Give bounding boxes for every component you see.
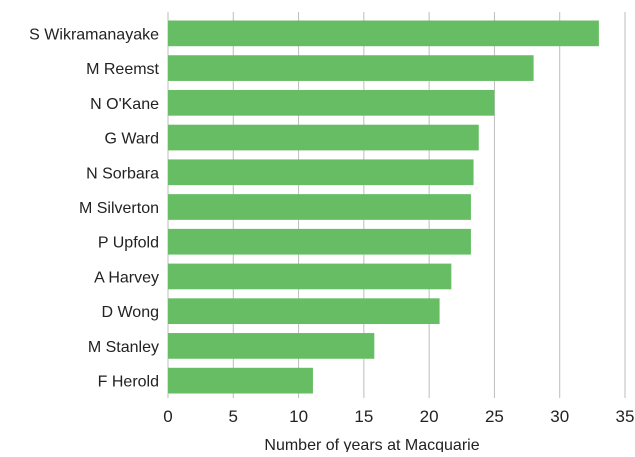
bar (168, 263, 452, 290)
bars (168, 20, 599, 394)
category-label: M Stanley (88, 339, 159, 356)
category-label: N O'Kane (90, 96, 159, 113)
x-axis-title: Number of years at Macquarie (264, 437, 479, 452)
category-label: G Ward (104, 131, 159, 148)
x-tick-label: 10 (289, 407, 308, 426)
category-label: P Upfold (98, 235, 159, 252)
category-label: S Wikramanayake (29, 26, 159, 43)
category-label: A Harvey (94, 269, 159, 286)
category-label: D Wong (101, 304, 159, 321)
category-label: F Herold (98, 374, 159, 391)
bar (168, 228, 471, 255)
bar (168, 333, 375, 359)
x-tick-label: 35 (616, 407, 635, 426)
category-label: N Sorbara (86, 165, 159, 182)
bar (168, 89, 495, 116)
category-label: M Reemst (86, 61, 159, 78)
x-tick-label: 5 (229, 407, 238, 426)
bar (168, 20, 599, 47)
x-tick-label: 25 (485, 407, 504, 426)
bar (168, 367, 313, 394)
bar (168, 55, 534, 81)
category-labels: S Wikramanayake M Reemst N O'Kane G Ward N S… (29, 26, 159, 390)
x-tick-label: 0 (163, 407, 172, 426)
bar (168, 124, 479, 151)
bar (168, 298, 440, 325)
x-tick-label: 15 (354, 407, 373, 426)
x-tick-label: 20 (420, 407, 439, 426)
x-tick-labels: 0 5 10 15 20 25 30 35 (163, 407, 634, 426)
category-label: M Silverton (79, 200, 159, 217)
bar (168, 159, 474, 186)
x-tick-label: 30 (550, 407, 569, 426)
bar (168, 194, 471, 220)
